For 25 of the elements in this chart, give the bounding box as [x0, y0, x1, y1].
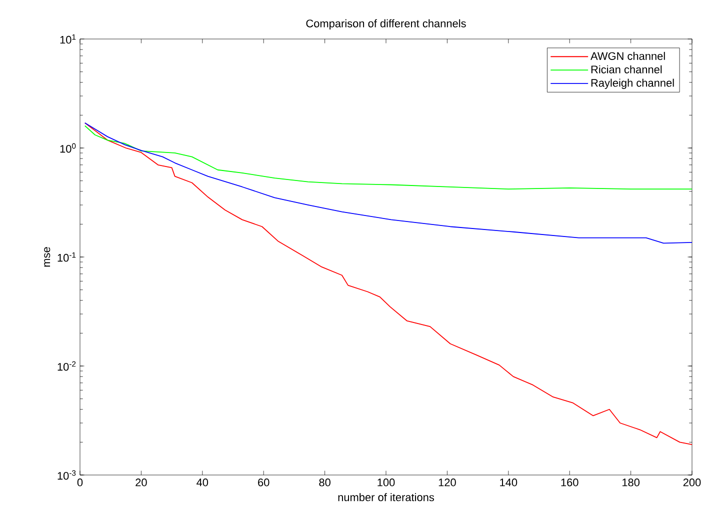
x-tick-label: 80 [319, 478, 330, 486]
x-tick-label: 200 [683, 478, 701, 486]
x-axis-title: number of iterations [338, 493, 434, 502]
line-series [84, 125, 692, 190]
x-tick-label: 140 [500, 478, 518, 486]
y-axis-title: mse [44, 247, 50, 267]
x-tick-label: 0 [77, 478, 83, 486]
y-tick-label: 10$^{-1}$ [58, 252, 76, 262]
x-tick-label: 160 [561, 478, 578, 486]
x-tick-label: 180 [622, 478, 640, 486]
x-tick-label: 40 [196, 478, 208, 486]
line-series [84, 122, 692, 446]
x-tick-label: 60 [258, 478, 270, 486]
chart-title: Comparison of different channels [306, 19, 466, 30]
line-series [84, 122, 692, 244]
y-tick-label: 10$^{-2}$ [58, 361, 76, 371]
y-tick-label: 10$^{1}$ [60, 34, 76, 44]
x-tick-label: 120 [438, 478, 456, 486]
legend-label: AWGN channel [590, 52, 665, 60]
legend-label: Rician channel [591, 65, 662, 74]
x-tick-label: 20 [136, 478, 147, 486]
legend-label: Rayleigh channel [591, 78, 674, 89]
y-tick-label: 10$^{-3}$ [58, 470, 76, 480]
x-tick-label: 100 [378, 478, 395, 486]
y-tick-label: 10$^{0}$ [60, 143, 76, 153]
